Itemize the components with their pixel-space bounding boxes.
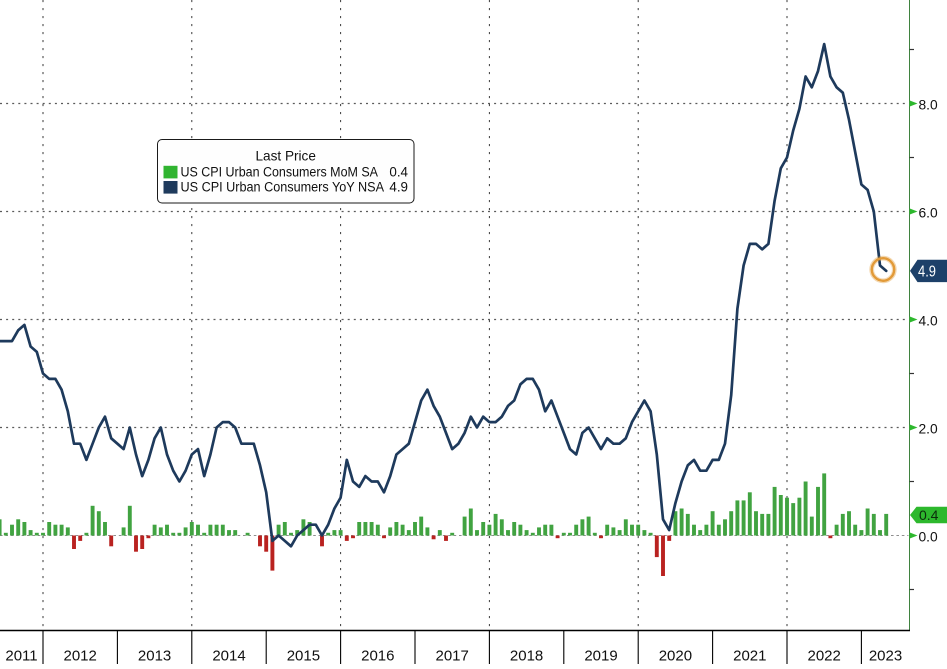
svg-text:2018: 2018 bbox=[510, 648, 543, 665]
svg-text:2017: 2017 bbox=[436, 648, 469, 665]
svg-text:2020: 2020 bbox=[659, 648, 692, 665]
svg-text:2023: 2023 bbox=[869, 648, 902, 665]
svg-text:2012: 2012 bbox=[64, 648, 97, 665]
svg-text:4.9: 4.9 bbox=[918, 264, 936, 281]
svg-text:8.0: 8.0 bbox=[919, 98, 939, 113]
svg-text:2.0: 2.0 bbox=[919, 422, 939, 437]
svg-text:2022: 2022 bbox=[808, 648, 841, 665]
svg-text:0.4: 0.4 bbox=[389, 164, 408, 179]
svg-text:2021: 2021 bbox=[733, 648, 766, 665]
svg-text:4.9: 4.9 bbox=[389, 180, 408, 195]
svg-text:Last Price: Last Price bbox=[255, 149, 315, 164]
svg-text:2011: 2011 bbox=[5, 648, 37, 665]
svg-text:4.0: 4.0 bbox=[919, 314, 939, 329]
svg-text:0.0: 0.0 bbox=[919, 530, 939, 545]
svg-text:US CPI Urban Consumers YoY NSA: US CPI Urban Consumers YoY NSA bbox=[181, 180, 385, 195]
svg-text:US CPI Urban Consumers MoM SA: US CPI Urban Consumers MoM SA bbox=[181, 164, 379, 179]
svg-text:2015: 2015 bbox=[287, 648, 320, 665]
svg-text:6.0: 6.0 bbox=[919, 206, 939, 221]
svg-text:2013: 2013 bbox=[138, 648, 171, 665]
svg-text:0.4: 0.4 bbox=[919, 507, 939, 523]
svg-text:2014: 2014 bbox=[212, 648, 245, 665]
svg-text:2019: 2019 bbox=[584, 648, 617, 665]
svg-text:2016: 2016 bbox=[361, 648, 394, 665]
